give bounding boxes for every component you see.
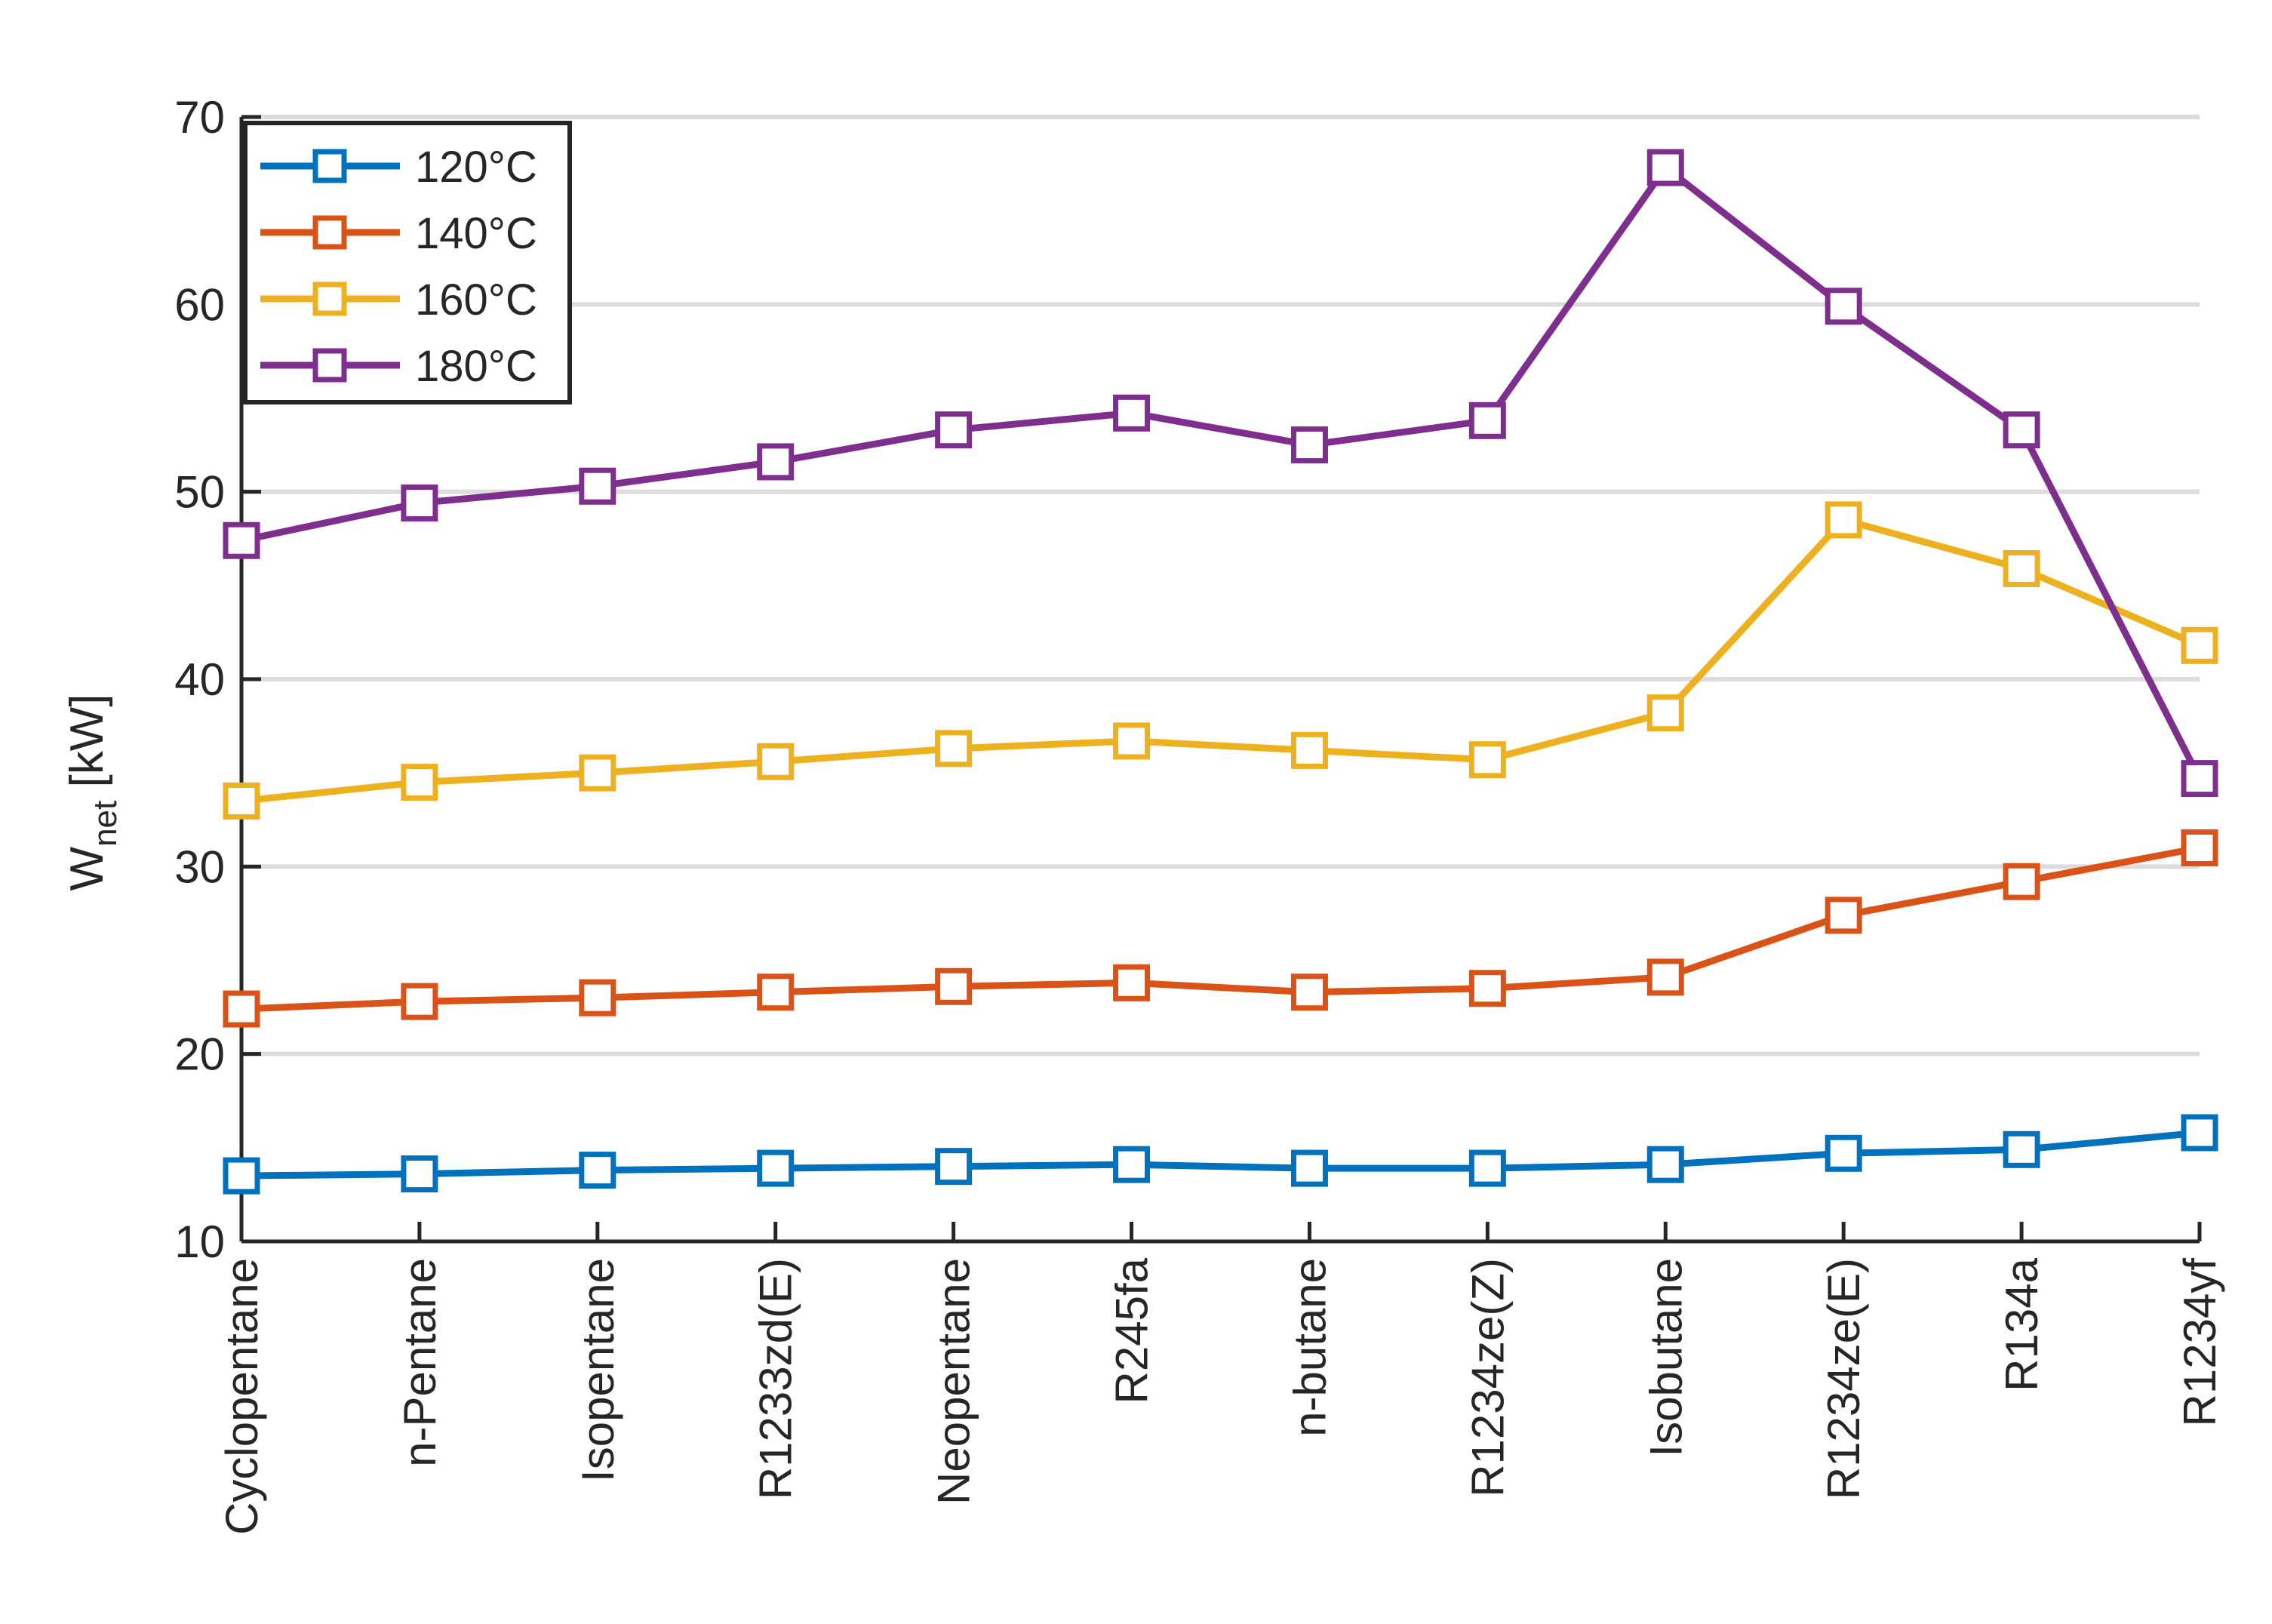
data-point-2-5 (1113, 722, 1151, 760)
legend-box (243, 121, 572, 404)
legend-label-2: 160°C (415, 275, 537, 324)
data-point-0-6 (1290, 1149, 1328, 1187)
legend-label-0: 120°C (415, 143, 537, 192)
y-axis-label-main: W (61, 846, 113, 890)
data-point-3-4 (935, 411, 973, 449)
data-point-2-9 (1825, 501, 1862, 539)
data-point-1-4 (935, 967, 973, 1005)
data-point-1-10 (2003, 863, 2040, 900)
series-line-2 (241, 516, 2201, 804)
data-point-0-10 (2003, 1130, 2040, 1168)
data-point-2-2 (579, 754, 616, 792)
data-point-1-11 (2181, 829, 2218, 866)
data-point-3-1 (401, 484, 438, 522)
x-tick-label-8: Isobutane (1640, 1258, 1691, 1457)
data-point-2-11 (2181, 626, 2218, 664)
series-0 (223, 1114, 2218, 1195)
data-point-3-3 (757, 443, 795, 481)
series-layer (223, 149, 2218, 1195)
data-point-3-0 (223, 521, 260, 559)
data-point-3-7 (1468, 401, 1506, 439)
data-point-0-11 (2181, 1114, 2218, 1152)
data-point-2-7 (1468, 741, 1506, 779)
series-line-3 (241, 164, 2203, 780)
y-axis-label-unit: [kW] (61, 694, 113, 801)
data-point-0-0 (223, 1157, 260, 1195)
data-point-3-9 (1825, 288, 1862, 325)
series-line-1 (241, 844, 2200, 1013)
legend-marker-2 (312, 281, 347, 316)
data-point-1-3 (757, 973, 795, 1011)
data-point-2-6 (1290, 731, 1328, 769)
data-point-0-5 (1113, 1146, 1151, 1183)
series-1 (223, 829, 2218, 1028)
legend-item-1: 140°C (260, 209, 537, 258)
axes: 10 20 30 40 50 60 70 Cyclopentane n-Pentane Isope… (174, 92, 2225, 1535)
data-point-3-2 (579, 467, 616, 505)
legend-item-3: 180°C (260, 342, 537, 391)
series-line-0 (241, 1129, 2200, 1180)
legend-item-2: 160°C (260, 275, 537, 324)
data-point-1-1 (401, 983, 438, 1020)
x-tick-label-1: n-Pentane (395, 1258, 445, 1467)
y-axis-label-subscript: net (87, 801, 124, 847)
data-point-0-3 (757, 1149, 795, 1187)
data-point-1-8 (1646, 958, 1684, 996)
data-point-0-1 (401, 1155, 438, 1193)
series-2 (223, 501, 2218, 820)
y-axis-label: Wnet [kW] (61, 694, 124, 891)
data-point-0-4 (935, 1148, 973, 1186)
y-tick-label-4: 50 (174, 467, 225, 518)
legend: 120°C 140°C 160°C 180°C (243, 121, 572, 404)
data-point-1-9 (1825, 897, 1862, 934)
x-tick-label-2: Isopentane (573, 1258, 623, 1482)
data-point-0-2 (579, 1152, 616, 1189)
data-point-3-6 (1290, 426, 1328, 464)
data-point-1-0 (223, 990, 260, 1028)
legend-marker-3 (312, 348, 347, 383)
data-point-3-11 (2181, 760, 2218, 798)
data-point-3-8 (1646, 149, 1684, 186)
x-tick-label-6: n-butane (1284, 1258, 1335, 1437)
y-tick-label-3: 40 (174, 654, 225, 705)
data-point-2-4 (935, 730, 973, 767)
data-point-1-7 (1468, 970, 1506, 1007)
x-tick-label-11: R1234yf (2175, 1258, 2225, 1427)
data-point-2-3 (757, 743, 795, 780)
legend-marker-1 (312, 215, 347, 250)
data-point-1-2 (579, 979, 616, 1017)
x-tick-label-3: R1233zd(E) (751, 1258, 801, 1499)
x-tick-label-5: R245fa (1107, 1257, 1158, 1404)
data-point-2-10 (2003, 549, 2040, 587)
data-point-1-6 (1290, 973, 1328, 1011)
data-point-0-7 (1468, 1149, 1506, 1187)
x-tick-label-7: R1234ze(Z) (1462, 1258, 1513, 1497)
y-tick-label-5: 60 (174, 279, 225, 330)
x-tick-label-4: Neopentane (929, 1258, 979, 1505)
series-3 (223, 149, 2218, 798)
data-point-0-8 (1646, 1146, 1684, 1183)
data-point-0-9 (1825, 1134, 1862, 1172)
data-point-2-8 (1646, 694, 1684, 732)
legend-label-3: 180°C (415, 342, 537, 391)
x-tick-label-0: Cyclopentane (217, 1258, 267, 1535)
y-tick-label-6: 70 (174, 92, 225, 143)
x-tick-label-10: R134a (1997, 1257, 2047, 1391)
data-point-3-5 (1113, 394, 1151, 432)
legend-item-0: 120°C (260, 143, 537, 192)
x-tick-label-9: R1234ze(E) (1819, 1258, 1869, 1499)
y-tick-label-1: 20 (174, 1029, 225, 1080)
data-point-2-0 (223, 782, 260, 820)
data-point-2-1 (401, 764, 438, 801)
data-point-3-10 (2003, 411, 2040, 449)
legend-marker-0 (312, 149, 347, 183)
svg-text:Wnet [kW]: Wnet [kW] (61, 694, 124, 891)
data-point-1-5 (1113, 964, 1151, 1001)
y-tick-label-0: 10 (174, 1216, 225, 1267)
legend-label-1: 140°C (415, 209, 537, 258)
y-tick-label-2: 30 (174, 841, 225, 892)
